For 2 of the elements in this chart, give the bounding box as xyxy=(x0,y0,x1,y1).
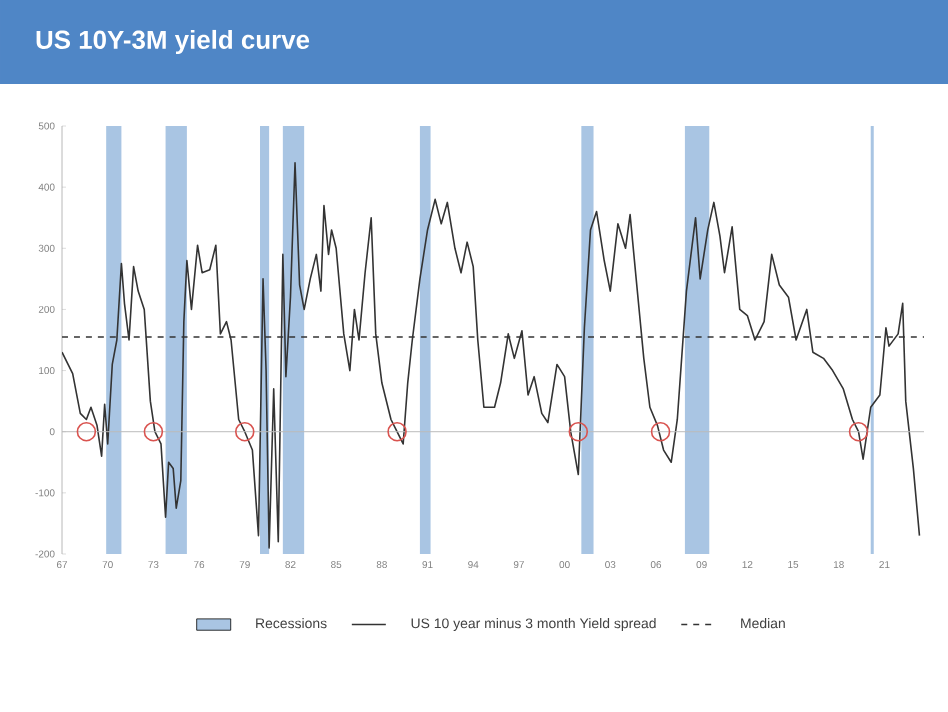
chart-title: US 10Y-3M yield curve xyxy=(36,29,310,55)
line-series xyxy=(62,161,921,549)
